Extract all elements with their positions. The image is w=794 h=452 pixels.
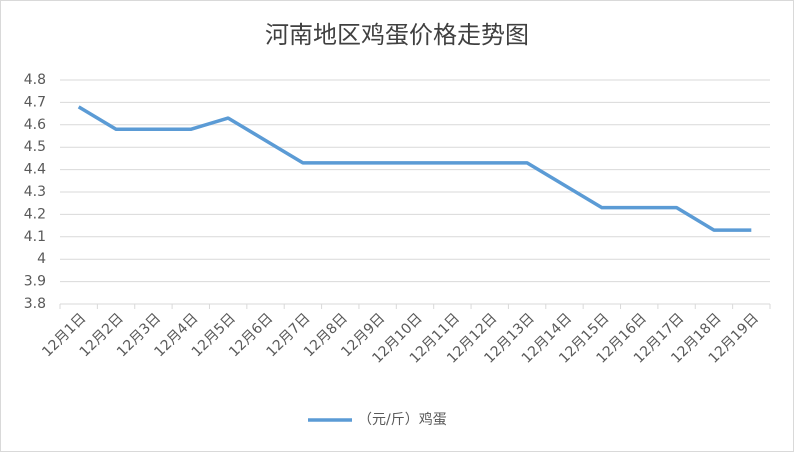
y-tick-label: 4.5 [24, 139, 46, 155]
line-series [77, 105, 752, 232]
y-tick-label: 4.2 [24, 206, 46, 222]
y-tick-label: 4.7 [24, 94, 46, 110]
y-tick-label: 4.8 [24, 72, 46, 88]
y-tick-label: 3.9 [24, 274, 46, 290]
y-tick-label: 4.6 [24, 117, 46, 133]
y-tick-label: 4.3 [24, 184, 46, 200]
legend-label: （元/斤）鸡蛋 [358, 411, 447, 428]
y-tick-label: 4 [37, 251, 46, 267]
y-tick-label: 4.1 [24, 229, 46, 245]
chart-title: 河南地区鸡蛋价格走势图 [265, 21, 529, 49]
y-tick-label: 3.8 [24, 296, 46, 312]
y-tick-label: 4.4 [24, 162, 46, 178]
